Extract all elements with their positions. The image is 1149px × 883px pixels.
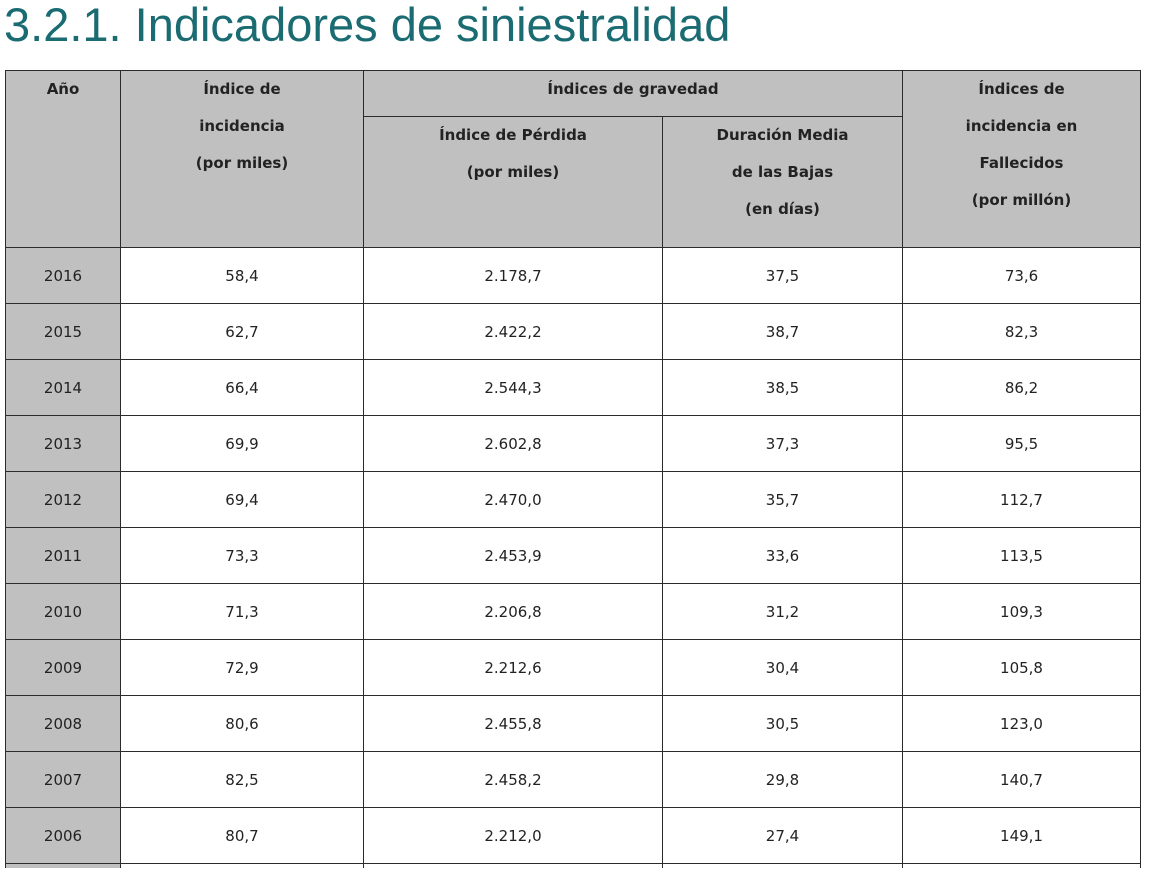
header-perdida-line-2: (por miles) [466,163,560,181]
header-incidencia-line-2: incidencia [199,117,285,135]
cell-anio: 2012 [5,471,121,528]
cell-incidencia: 58,4 [120,247,364,304]
header-perdida-line-1: Índice de Pérdida [439,126,587,144]
cell-fallecidos: 109,3 [902,583,1142,640]
table-row: 2013 69,9 2.602,8 37,3 95,5 [5,415,1142,472]
cell-duracion: 37,5 [661,247,904,304]
table-body: 2016 58,4 2.178,7 37,5 73,6 2015 62,7 2.… [5,247,1142,868]
header-indice-perdida: Índice de Pérdida (por miles) [363,116,663,248]
header-duracion-line-1: Duración Media [716,126,849,144]
cell-incidencia: 80,7 [120,807,364,864]
cell-anio: 2016 [5,247,121,304]
header-indices-gravedad: Índices de gravedad [362,70,904,117]
header-incidencia-line-3: (por miles) [195,154,289,172]
cell-perdida: 2.455,8 [363,695,663,752]
cell-fallecidos: 123,0 [902,695,1142,752]
cell-incidencia: 66,4 [120,359,364,416]
header-fallecidos-line-3: Fallecidos [979,154,1064,172]
cell-perdida: 2.453,9 [363,527,663,584]
cell-cut [661,863,904,868]
header-duracion-line-3: (en días) [745,200,820,218]
cell-incidencia: 62,7 [120,303,364,360]
header-fallecidos-line-1: Índices de [978,80,1065,98]
header-indices-fallecidos: Índices de incidencia en Fallecidos (por… [902,70,1142,248]
cell-incidencia: 73,3 [120,527,364,584]
cell-duracion: 31,2 [661,583,904,640]
cell-incidencia: 69,9 [120,415,364,472]
cell-perdida: 2.544,3 [363,359,663,416]
cell-anio: 2007 [5,751,121,808]
cell-fallecidos: 140,7 [902,751,1142,808]
cell-duracion: 30,5 [661,695,904,752]
table-row: 2014 66,4 2.544,3 38,5 86,2 [5,359,1142,416]
table-row: 2006 80,7 2.212,0 27,4 149,1 [5,807,1142,864]
cell-perdida: 2.178,7 [363,247,663,304]
header-duracion-line-2: de las Bajas [731,163,834,181]
cell-fallecidos: 113,5 [902,527,1142,584]
header-fallecidos-line-4: (por millón) [971,191,1072,209]
cell-duracion: 37,3 [661,415,904,472]
cell-incidencia: 82,5 [120,751,364,808]
cell-perdida: 2.212,6 [363,639,663,696]
cell-cut [120,863,364,868]
page-title: 3.2.1. Indicadores de siniestralidad [4,0,731,51]
cell-fallecidos: 112,7 [902,471,1142,528]
cell-fallecidos: 105,8 [902,639,1142,696]
cell-fallecidos: 149,1 [902,807,1142,864]
cell-perdida: 2.458,2 [363,751,663,808]
cell-fallecidos: 95,5 [902,415,1142,472]
cell-perdida: 2.470,0 [363,471,663,528]
cell-duracion: 38,5 [661,359,904,416]
header-duracion-media: Duración Media de las Bajas (en días) [661,116,904,248]
cell-duracion: 33,6 [661,527,904,584]
table-row: 2015 62,7 2.422,2 38,7 82,3 [5,303,1142,360]
header-incidencia-line-1: Índice de [203,80,281,98]
table-row: 2008 80,6 2.455,8 30,5 123,0 [5,695,1142,752]
cell-fallecidos: 73,6 [902,247,1142,304]
cell-anio: 2008 [5,695,121,752]
cell-anio: 2015 [5,303,121,360]
cell-incidencia: 72,9 [120,639,364,696]
header-indice-incidencia: Índice de incidencia (por miles) [120,70,364,248]
cell-cut [5,863,121,868]
table-row: 2009 72,9 2.212,6 30,4 105,8 [5,639,1142,696]
cell-anio: 2009 [5,639,121,696]
cell-incidencia: 80,6 [120,695,364,752]
cell-perdida: 2.602,8 [363,415,663,472]
siniestralidad-table: Año Índice de incidencia (por miles) Índ… [5,70,1142,868]
table-row: 2010 71,3 2.206,8 31,2 109,3 [5,583,1142,640]
cell-perdida: 2.212,0 [363,807,663,864]
cell-cut [902,863,1142,868]
cell-anio: 2006 [5,807,121,864]
cell-duracion: 27,4 [661,807,904,864]
header-fallecidos-line-2: incidencia en [965,117,1078,135]
cell-duracion: 35,7 [661,471,904,528]
table-row: 2016 58,4 2.178,7 37,5 73,6 [5,247,1142,304]
cell-anio: 2014 [5,359,121,416]
table-header: Año Índice de incidencia (por miles) Índ… [5,70,1142,248]
cell-incidencia: 69,4 [120,471,364,528]
cell-cut [363,863,663,868]
header-anio: Año [5,70,121,248]
cell-anio: 2010 [5,583,121,640]
cell-fallecidos: 86,2 [902,359,1142,416]
cell-anio: 2011 [5,527,121,584]
cell-perdida: 2.422,2 [363,303,663,360]
table-row-cut [5,863,1142,868]
cell-duracion: 30,4 [661,639,904,696]
table-row: 2011 73,3 2.453,9 33,6 113,5 [5,527,1142,584]
table-row: 2007 82,5 2.458,2 29,8 140,7 [5,751,1142,808]
cell-duracion: 29,8 [661,751,904,808]
cell-duracion: 38,7 [661,303,904,360]
cell-anio: 2013 [5,415,121,472]
cell-fallecidos: 82,3 [902,303,1142,360]
cell-perdida: 2.206,8 [363,583,663,640]
table-row: 2012 69,4 2.470,0 35,7 112,7 [5,471,1142,528]
cell-incidencia: 71,3 [120,583,364,640]
